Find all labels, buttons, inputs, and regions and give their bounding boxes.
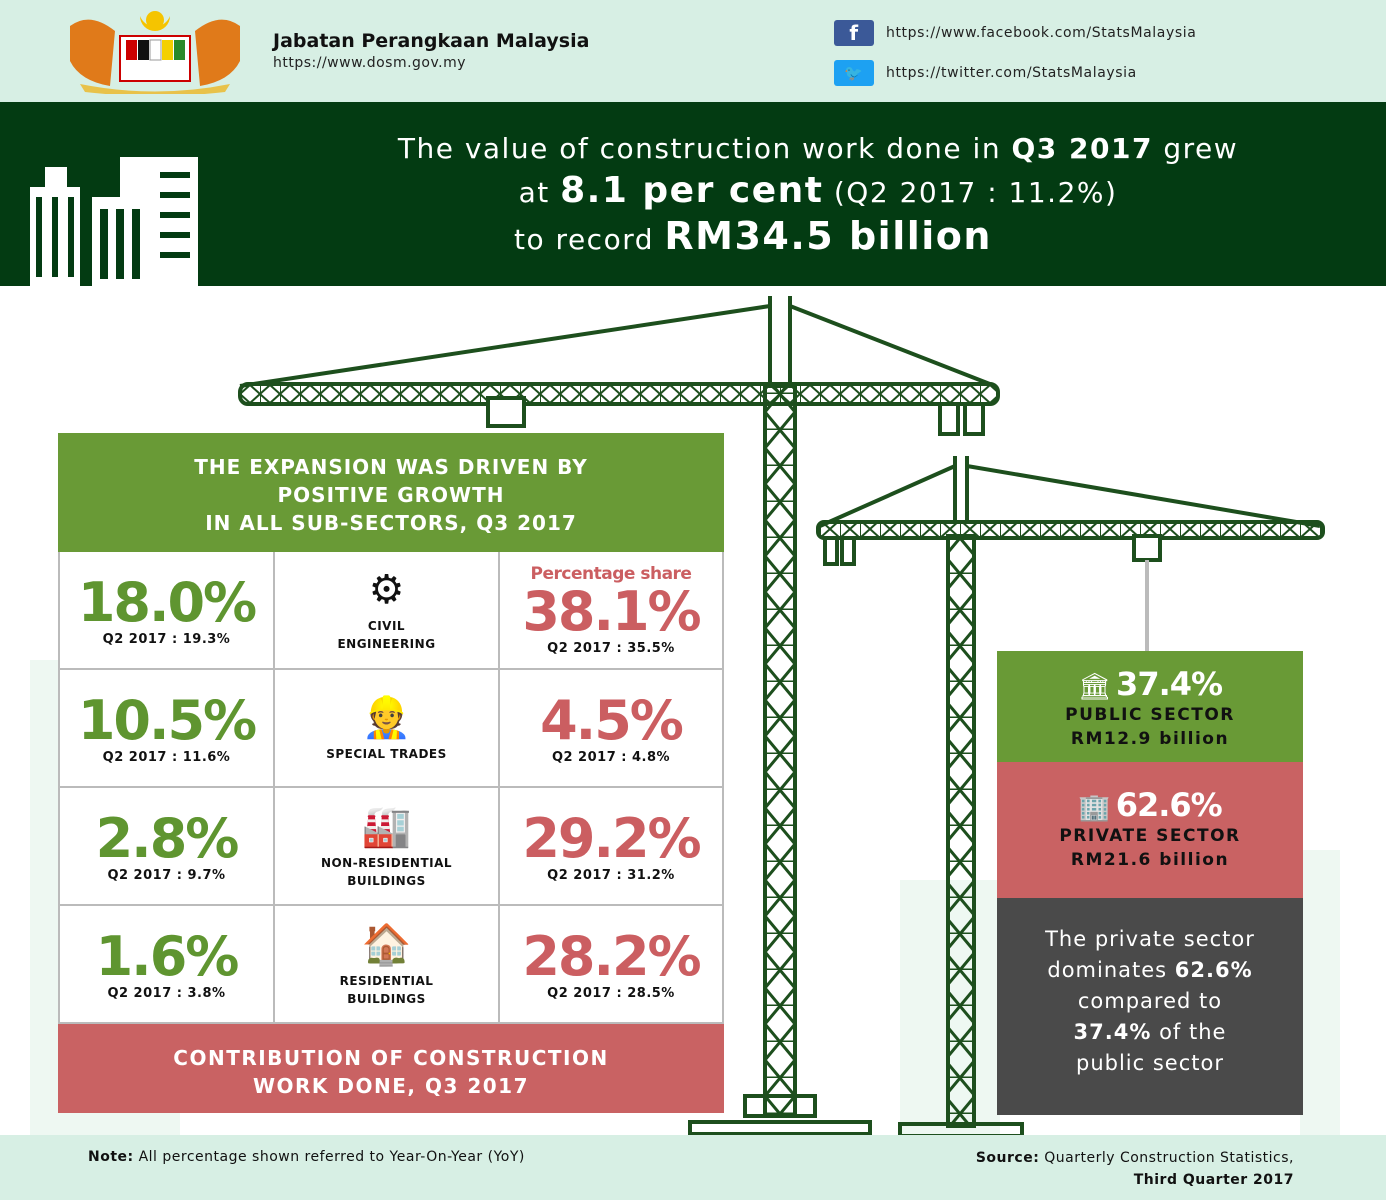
summary-panel: The private sector dominates 62.6% compa… xyxy=(997,898,1303,1115)
headline-line-1: The value of construction work done in Q… xyxy=(397,132,1239,165)
twitter-url[interactable]: https://twitter.com/StatsMalaysia xyxy=(886,65,1137,81)
table-row: 10.5% Q2 2017 : 11.6% 👷 SPECIAL TRADES 4.5… xyxy=(58,670,724,788)
headline-band: The value of construction work done in Q… xyxy=(0,102,1386,287)
sector-cell: 👷 SPECIAL TRADES xyxy=(275,670,500,786)
growth-cell: 2.8% Q2 2017 : 9.7% xyxy=(58,788,275,904)
table-footer: CONTRIBUTION OF CONSTRUCTION WORK DONE, Q… xyxy=(58,1024,724,1113)
facebook-link[interactable]: f https://www.facebook.com/StatsMalaysia xyxy=(834,20,1196,46)
source: Source: Quarterly Construction Statistic… xyxy=(975,1150,1294,1188)
twitter-link[interactable]: 🐦 https://twitter.com/StatsMalaysia xyxy=(834,60,1137,86)
sector-cell: 🏠 RESIDENTIAL BUILDINGS xyxy=(275,906,500,1022)
growth-cell: 1.6% Q2 2017 : 3.8% xyxy=(58,906,275,1022)
org-url[interactable]: https://www.dosm.gov.my xyxy=(273,55,467,71)
facebook-icon: f xyxy=(834,20,874,46)
non-residential-icon: 🏭 xyxy=(361,803,412,850)
footer: Note: All percentage shown referred to Y… xyxy=(0,1135,1386,1200)
note: Note: All percentage shown referred to Y… xyxy=(88,1149,525,1165)
private-sector-panel: 🏢 62.6% PRIVATE SECTOR RM21.6 billion xyxy=(997,762,1303,898)
cranes-illustration xyxy=(238,296,1325,1136)
share-cell: Percentage share 38.1% Q2 2017 : 35.5% xyxy=(500,552,724,668)
growth-cell: 18.0% Q2 2017 : 19.3% xyxy=(58,552,275,668)
facebook-url[interactable]: https://www.facebook.com/StatsMalaysia xyxy=(886,25,1197,41)
table-title: THE EXPANSION WAS DRIVEN BY POSITIVE GROW… xyxy=(58,433,724,552)
share-cell: 28.2% Q2 2017 : 28.5% xyxy=(500,906,724,1022)
share-cell: 29.2% Q2 2017 : 31.2% xyxy=(500,788,724,904)
subsector-table: THE EXPANSION WAS DRIVEN BY POSITIVE GROW… xyxy=(58,433,724,1113)
office-building-icon: 🏢 xyxy=(1078,793,1111,823)
table-row: 2.8% Q2 2017 : 9.7% 🏭 NON-RESIDENTIAL BUILD… xyxy=(58,788,724,906)
sector-cell: 🏭 NON-RESIDENTIAL BUILDINGS xyxy=(275,788,500,904)
bg-building xyxy=(1300,850,1340,1135)
table-row: 1.6% Q2 2017 : 3.8% 🏠 RESIDENTIAL BUILDINGS… xyxy=(58,906,724,1024)
table-row: 18.0% Q2 2017 : 19.3% ⚙ CIVIL ENGINEERING P… xyxy=(58,552,724,670)
coat-of-arms-logo xyxy=(70,11,240,94)
share-cell: 4.5% Q2 2017 : 4.8% xyxy=(500,670,724,786)
headline-line-3: to record RM34.5 billion xyxy=(514,214,992,258)
public-sector-panel: 🏛 37.4% PUBLIC SECTOR RM12.9 billion xyxy=(997,651,1303,762)
special-trades-icon: 👷 xyxy=(361,694,412,741)
org-name: Jabatan Perangkaan Malaysia xyxy=(273,30,590,52)
headline-line-2: at 8.1 per cent (Q2 2017 : 11.2%) xyxy=(518,170,1118,211)
twitter-icon: 🐦 xyxy=(834,60,874,86)
buildings-icon xyxy=(30,157,198,287)
growth-cell: 10.5% Q2 2017 : 11.6% xyxy=(58,670,275,786)
residential-icon: 🏠 xyxy=(361,921,412,968)
header: Jabatan Perangkaan Malaysia https://www.… xyxy=(0,0,1386,102)
sector-cell: ⚙ CIVIL ENGINEERING xyxy=(275,552,500,668)
civil-engineering-icon: ⚙ xyxy=(368,567,405,613)
percentage-share-label: Percentage share xyxy=(530,563,692,584)
government-building-icon: 🏛 xyxy=(1077,672,1111,702)
